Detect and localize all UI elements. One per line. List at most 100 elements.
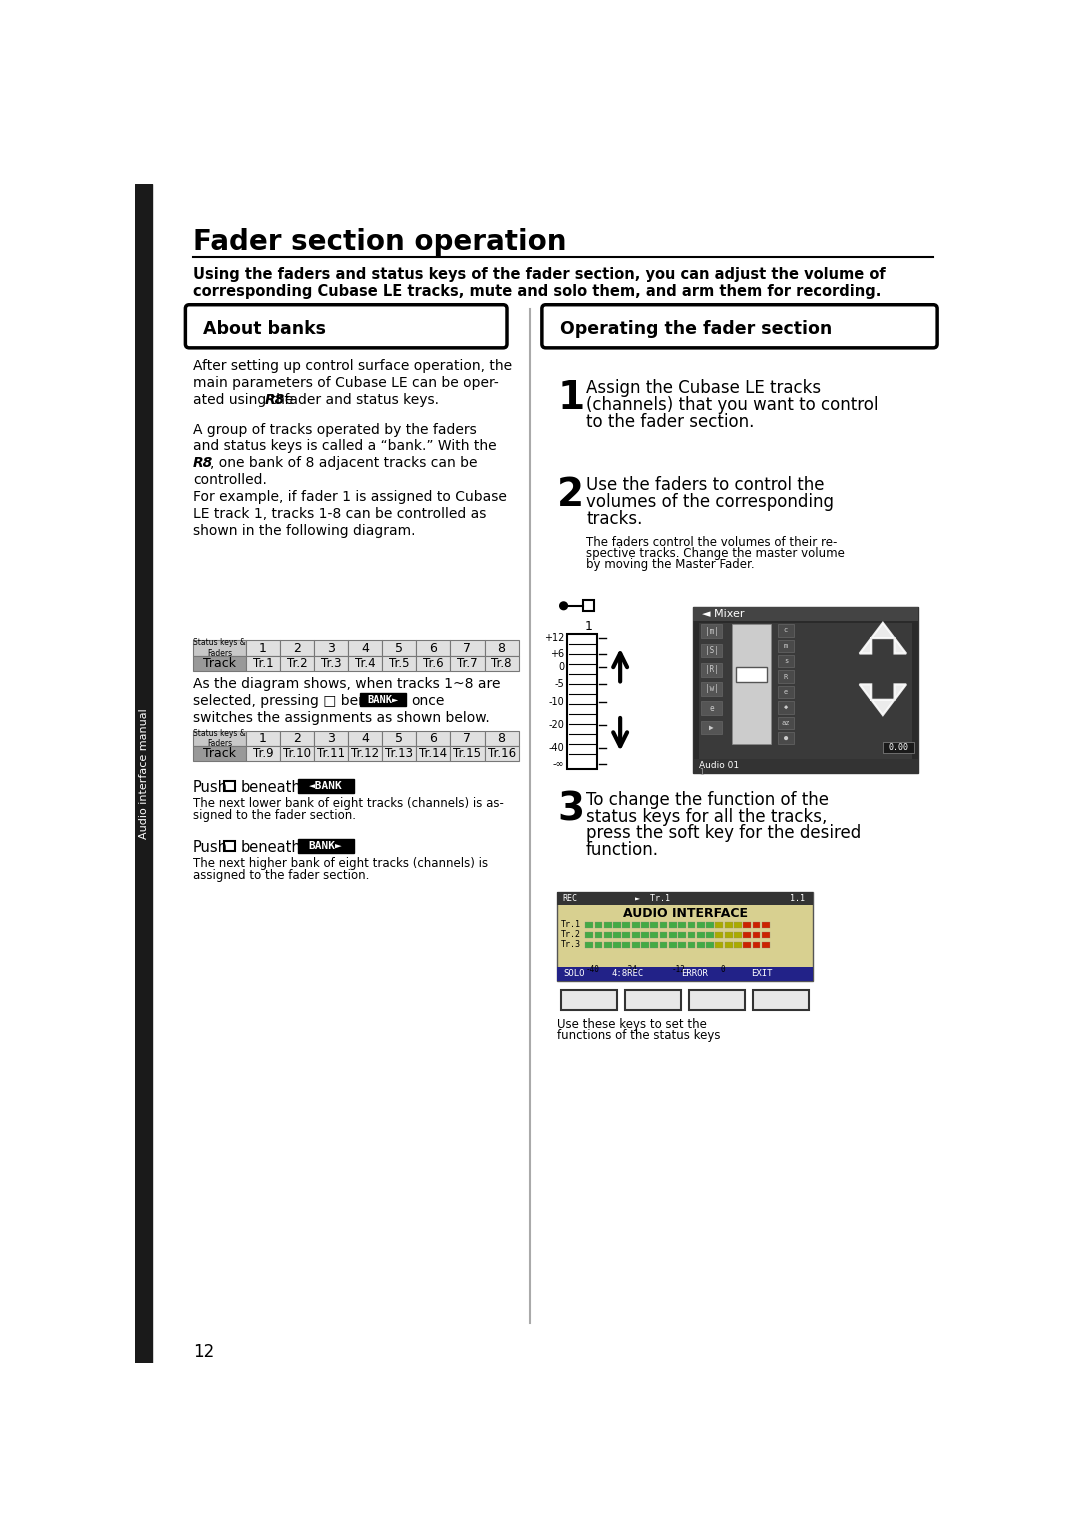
Bar	[734, 942, 742, 948]
Bar	[193, 731, 246, 746]
Bar	[585, 922, 593, 928]
Bar	[669, 931, 677, 938]
Text: Track: Track	[203, 657, 235, 669]
Text: to the fader section.: to the fader section.	[586, 414, 755, 432]
Bar	[715, 922, 724, 928]
Bar	[595, 942, 603, 948]
Bar	[314, 746, 348, 761]
Text: controlled.: controlled.	[193, 473, 267, 487]
Bar	[779, 732, 794, 745]
Bar	[246, 746, 280, 761]
Bar	[779, 640, 794, 653]
Text: corresponding Cubase LE tracks, mute and solo them, and arm them for recording.: corresponding Cubase LE tracks, mute and…	[193, 283, 881, 299]
Text: 7: 7	[463, 642, 472, 654]
Bar	[557, 892, 813, 904]
Text: c: c	[784, 628, 788, 633]
Bar	[348, 656, 382, 671]
Bar	[193, 656, 246, 671]
Text: Tr.15: Tr.15	[454, 748, 482, 760]
Text: -24: -24	[624, 965, 638, 974]
Bar	[706, 931, 714, 938]
Bar	[693, 607, 918, 620]
Bar	[485, 656, 518, 671]
Bar	[632, 942, 639, 948]
Bar	[688, 931, 696, 938]
Bar	[689, 990, 745, 1010]
Text: once: once	[410, 694, 444, 708]
Text: A group of tracks operated by the faders: A group of tracks operated by the faders	[193, 423, 477, 437]
Bar	[779, 624, 794, 637]
Text: 4: 4	[361, 732, 369, 745]
Text: |m|: |m|	[704, 627, 718, 636]
Bar	[660, 931, 667, 938]
Text: ated using the: ated using the	[193, 394, 298, 408]
Bar	[650, 942, 658, 948]
Bar	[450, 746, 485, 761]
Bar	[753, 922, 760, 928]
Bar	[246, 731, 280, 746]
Text: shown in the following diagram.: shown in the following diagram.	[193, 524, 416, 538]
Bar	[585, 942, 593, 948]
Text: status keys for all the tracks,: status keys for all the tracks,	[586, 807, 827, 826]
Text: R8: R8	[193, 457, 214, 470]
Bar	[557, 967, 813, 980]
Bar	[193, 746, 246, 761]
Text: 2: 2	[293, 642, 301, 654]
Bar	[669, 942, 677, 948]
Bar	[762, 922, 770, 928]
Bar	[585, 931, 593, 938]
Bar	[280, 746, 314, 761]
Bar	[485, 640, 518, 656]
Bar	[678, 931, 686, 938]
Text: Using the faders and status keys of the fader section, you can adjust the volume: Using the faders and status keys of the …	[193, 267, 886, 282]
Text: Push: Push	[193, 780, 228, 795]
Text: (channels) that you want to control: (channels) that you want to control	[586, 397, 878, 414]
FancyBboxPatch shape	[186, 305, 507, 348]
Text: selected, pressing □ beneath: selected, pressing □ beneath	[193, 694, 399, 708]
Bar	[642, 931, 649, 938]
Text: 1: 1	[584, 619, 592, 633]
Bar	[743, 942, 751, 948]
Bar	[280, 640, 314, 656]
Text: -∞: -∞	[553, 758, 565, 769]
Text: Audio interface manual: Audio interface manual	[138, 708, 149, 840]
Text: ●: ●	[784, 735, 788, 741]
Bar	[557, 892, 813, 980]
Bar	[678, 942, 686, 948]
Bar	[382, 640, 416, 656]
Text: AUDIO INTERFACE: AUDIO INTERFACE	[623, 907, 747, 921]
Bar	[678, 922, 686, 928]
Text: 0.00: 0.00	[889, 743, 908, 752]
Bar	[701, 702, 723, 715]
Bar	[450, 656, 485, 671]
Text: SOLO: SOLO	[564, 970, 585, 979]
Text: After setting up control surface operation, the: After setting up control surface operati…	[193, 360, 512, 374]
Bar	[613, 922, 621, 928]
Bar	[416, 640, 450, 656]
Bar	[753, 931, 760, 938]
Text: The faders control the volumes of their re-: The faders control the volumes of their …	[586, 536, 837, 550]
Text: 1: 1	[259, 642, 267, 654]
Bar	[450, 640, 485, 656]
Text: 8: 8	[498, 732, 505, 745]
Bar	[314, 640, 348, 656]
Bar	[650, 931, 658, 938]
Bar	[632, 922, 639, 928]
Text: Use the faders to control the: Use the faders to control the	[586, 476, 824, 495]
Text: e: e	[784, 689, 788, 696]
Bar	[604, 931, 611, 938]
Bar	[725, 931, 732, 938]
Bar	[735, 666, 767, 682]
Text: The next lower bank of eight tracks (channels) is as-: The next lower bank of eight tracks (cha…	[193, 797, 504, 810]
Bar	[246, 656, 280, 671]
Bar	[135, 184, 152, 1363]
Text: +6: +6	[550, 648, 565, 659]
Bar	[882, 741, 914, 752]
Bar	[485, 746, 518, 761]
Bar	[298, 780, 353, 794]
Text: ◆: ◆	[784, 705, 788, 711]
Bar	[697, 922, 704, 928]
Text: ◄BANK: ◄BANK	[309, 781, 342, 791]
Text: 8: 8	[498, 642, 505, 654]
Bar	[779, 717, 794, 729]
